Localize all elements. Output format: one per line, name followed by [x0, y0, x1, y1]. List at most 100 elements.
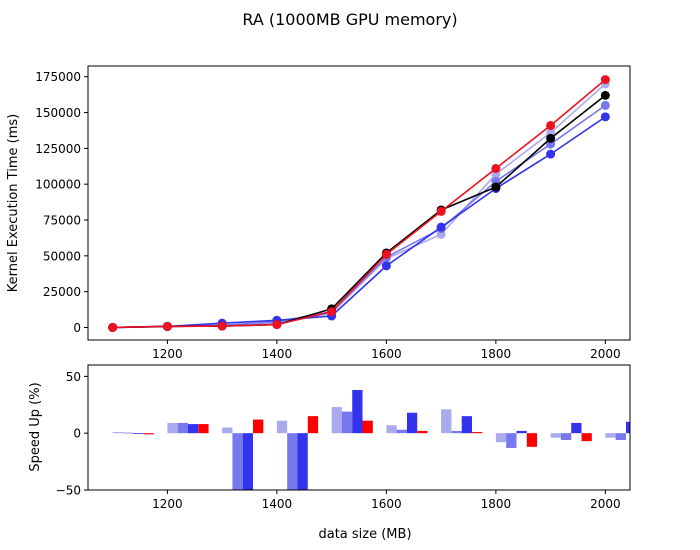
- bar: [560, 433, 572, 440]
- line-series-1: [108, 100, 610, 332]
- y-tick-label: 50000: [43, 249, 81, 263]
- x-tick-label: 1200: [152, 347, 183, 361]
- data-point: [546, 133, 556, 143]
- bar: [636, 433, 646, 440]
- data-point: [491, 182, 501, 192]
- bar: [341, 411, 353, 434]
- bar-series-3: [143, 416, 646, 447]
- data-point: [272, 320, 282, 330]
- x-tick-label: 1600: [371, 347, 402, 361]
- x-tick-label: 2000: [590, 497, 621, 511]
- bar: [307, 416, 319, 434]
- bar-series-0: [112, 407, 616, 443]
- data-point: [217, 321, 227, 331]
- x-tick-label: 1600: [371, 497, 402, 511]
- bar: [297, 433, 308, 490]
- data-point: [491, 163, 501, 173]
- bar: [472, 432, 483, 434]
- bar: [222, 427, 233, 434]
- y-tick-label: 75000: [43, 214, 81, 228]
- bar: [198, 424, 209, 434]
- y-tick-label: 25000: [43, 285, 81, 299]
- data-point: [600, 75, 610, 85]
- data-point: [546, 149, 556, 159]
- line-series-4: [108, 75, 610, 332]
- top-axes-frame: [87, 65, 631, 341]
- bar: [331, 407, 342, 434]
- x-tick-label: 2000: [590, 347, 621, 361]
- bar: [242, 433, 254, 490]
- bar: [167, 422, 178, 434]
- data-point: [381, 261, 391, 271]
- bar-series-2: [133, 390, 630, 490]
- bar: [526, 433, 538, 447]
- y-tick-label: 125000: [35, 142, 81, 156]
- bar: [516, 430, 527, 434]
- bar-series-1: [122, 411, 626, 490]
- bar: [122, 432, 134, 434]
- data-point: [108, 322, 118, 332]
- bar: [386, 425, 397, 434]
- bar: [451, 430, 462, 434]
- x-tick-label: 1400: [262, 497, 293, 511]
- bar: [287, 433, 298, 490]
- line-series-0: [108, 79, 610, 332]
- series-line: [112, 94, 606, 329]
- bar: [625, 421, 630, 434]
- x-axis-label: data size (MB): [318, 527, 411, 542]
- y-tick-label: 50: [66, 370, 81, 384]
- y-tick-label: −50: [56, 484, 81, 498]
- bar: [112, 432, 123, 434]
- bar: [550, 433, 561, 438]
- data-point: [600, 100, 610, 110]
- bottom-bar-layer: [112, 390, 646, 490]
- bar: [417, 430, 428, 434]
- bar: [441, 409, 452, 434]
- speed-up-panel: 1200 1400 1600 1800 2000 −50 0 50 Speed Up (%): [28, 364, 646, 511]
- bar: [352, 390, 363, 434]
- x-tick-label: 1800: [481, 497, 512, 511]
- data-point: [436, 206, 446, 216]
- bar: [143, 433, 154, 435]
- top-series-layer: [108, 75, 610, 332]
- x-tick-label: 1200: [152, 497, 183, 511]
- data-point: [381, 249, 391, 259]
- series-line: [112, 116, 606, 329]
- bar: [232, 433, 243, 490]
- bottom-axes-frame: [87, 364, 631, 491]
- figure-title: RA (1000MB GPU memory): [242, 10, 457, 29]
- bar: [187, 424, 199, 434]
- y-tick-label: 100000: [35, 178, 81, 192]
- bar: [571, 422, 582, 434]
- x-tick-label: 1400: [262, 347, 293, 361]
- bar: [253, 419, 264, 434]
- bar: [495, 433, 507, 443]
- bar: [396, 429, 407, 434]
- series-line: [112, 104, 606, 329]
- top-y-ticks: 0 25000 50000 75000 100000 125000 150000 175000: [35, 70, 88, 335]
- series-line: [112, 78, 606, 329]
- bar: [605, 433, 616, 438]
- data-point: [546, 120, 556, 130]
- bottom-y-axis-label: Speed Up (%): [28, 382, 43, 471]
- bottom-x-ticks: 1200 1400 1600 1800 2000: [152, 490, 621, 511]
- data-point: [600, 112, 610, 122]
- data-point: [600, 90, 610, 100]
- y-tick-label: 0: [73, 321, 81, 335]
- bar: [177, 422, 188, 434]
- top-x-ticks: 1200 1400 1600 1800 2000: [152, 340, 621, 361]
- x-tick-label: 1800: [481, 347, 512, 361]
- bar: [133, 433, 144, 434]
- bar: [581, 433, 592, 442]
- bar: [615, 433, 626, 440]
- y-tick-label: 0: [73, 427, 81, 441]
- data-point: [162, 321, 172, 331]
- bar: [461, 416, 473, 434]
- data-point: [436, 222, 446, 232]
- top-y-axis-label: Kernel Execution Time (ms): [6, 114, 21, 292]
- y-tick-label: 175000: [35, 70, 81, 84]
- bottom-y-ticks: −50 0 50: [56, 370, 88, 498]
- bar: [406, 412, 418, 434]
- bar: [506, 433, 517, 448]
